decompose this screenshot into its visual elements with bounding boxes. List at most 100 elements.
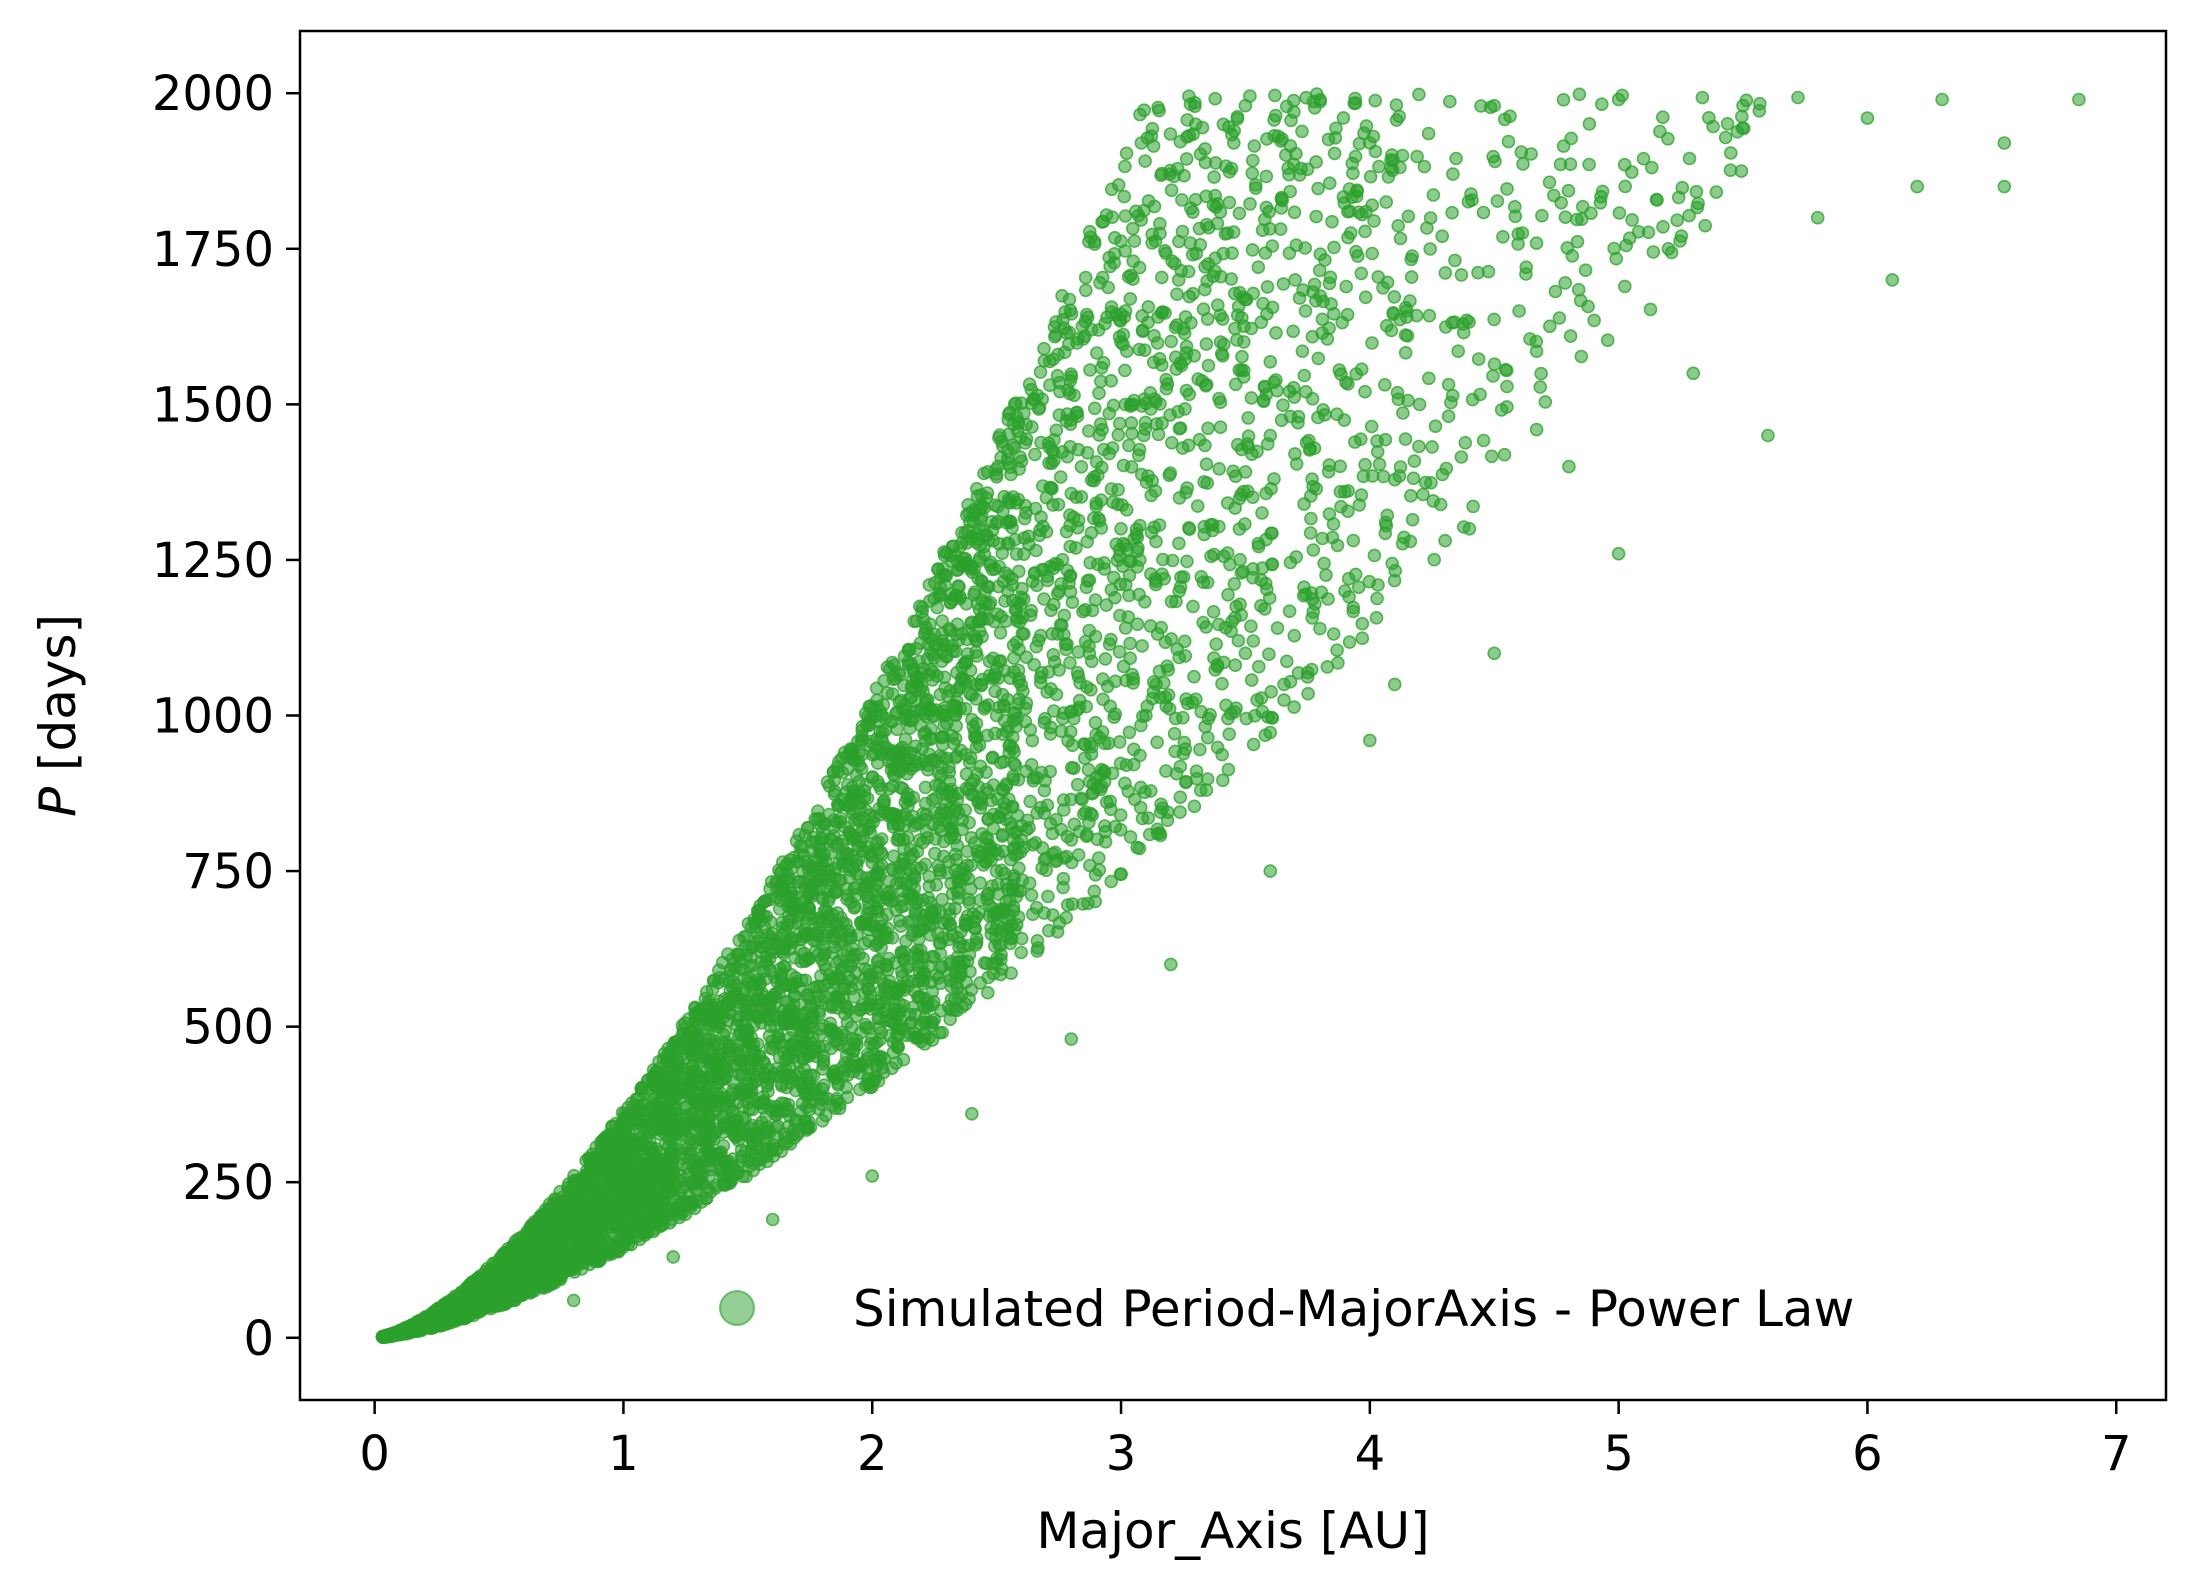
scatter-point	[1002, 908, 1017, 923]
scatter-point	[868, 1070, 883, 1085]
scatter-point	[853, 915, 868, 930]
scatter-point	[752, 1049, 767, 1063]
scatter-point	[866, 869, 881, 883]
scatter-point	[667, 1075, 682, 1090]
scatter-point	[865, 1032, 879, 1047]
scatter-point	[827, 787, 842, 802]
scatter-point	[962, 674, 977, 689]
scatter-point	[566, 1293, 581, 1308]
scatter-point	[999, 877, 1014, 891]
scatter-point	[869, 681, 884, 696]
scatter-point	[820, 884, 835, 898]
scatter-point	[856, 951, 870, 966]
scatter-point	[653, 1158, 668, 1172]
scatter-point	[598, 1149, 612, 1164]
scatter-point	[994, 863, 1009, 878]
scatter-point	[995, 827, 1010, 842]
scatter-point	[613, 1198, 628, 1213]
scatter-point	[705, 1152, 720, 1167]
scatter-point	[873, 704, 888, 719]
scatter-point	[739, 1169, 754, 1184]
scatter-point	[884, 714, 899, 729]
scatter-point	[801, 888, 816, 902]
scatter-point	[1860, 111, 1875, 125]
scatter-point	[977, 701, 992, 716]
scatter-point	[905, 892, 919, 906]
scatter-point	[597, 1211, 612, 1226]
scatter-point	[1288, 273, 1302, 287]
scatter-point	[802, 901, 817, 916]
scatter-point	[780, 1135, 795, 1150]
scatter-point	[563, 1194, 578, 1209]
scatter-point	[918, 857, 933, 872]
scatter-point	[986, 966, 1001, 981]
scatter-point	[486, 1256, 500, 1271]
scatter-point	[801, 1121, 816, 1135]
scatter-point	[465, 1293, 479, 1308]
scatter-point	[892, 695, 907, 709]
scatter-point	[652, 1100, 667, 1114]
scatter-point	[924, 753, 938, 768]
scatter-point	[809, 1049, 824, 1064]
scatter-point	[943, 623, 958, 638]
scatter-point	[895, 858, 910, 872]
scatter-point	[699, 1191, 714, 1206]
scatter-point	[547, 1192, 562, 1206]
scatter-point	[868, 889, 883, 904]
scatter-point	[1263, 864, 1278, 878]
scatter-point	[576, 1218, 591, 1233]
scatter-point	[691, 1172, 706, 1186]
scatter-point	[972, 551, 987, 565]
scatter-point	[832, 872, 846, 887]
scatter-point	[2072, 92, 2086, 107]
scatter-point	[553, 1258, 568, 1272]
scatter-point	[933, 687, 948, 702]
scatter-point	[796, 930, 811, 944]
scatter-point	[932, 586, 946, 601]
scatter-point	[865, 1169, 880, 1183]
scatter-point	[778, 959, 792, 974]
scatter-point	[759, 950, 774, 965]
scatter-point	[644, 1140, 658, 1155]
scatter-point	[935, 959, 949, 974]
scatter-point	[775, 877, 789, 891]
scatter-point	[572, 1244, 587, 1258]
scatter-point	[814, 1097, 829, 1111]
scatter-point	[800, 820, 815, 835]
scatter-point	[808, 835, 823, 850]
scatter-point	[424, 1319, 439, 1334]
scatter-point	[874, 782, 888, 796]
scatter-point	[945, 729, 959, 743]
scatter-point	[903, 1015, 918, 1030]
scatter-point	[756, 1096, 770, 1110]
scatter-point	[908, 704, 923, 718]
scatter-point	[980, 892, 995, 906]
scatter-point	[1008, 758, 1023, 773]
scatter-point	[858, 706, 873, 721]
scatter-point	[1005, 741, 1020, 756]
scatter-point	[504, 1269, 519, 1283]
scatter-point	[1003, 816, 1018, 831]
scatter-point	[513, 1289, 528, 1303]
scatter-point	[993, 625, 1008, 640]
scatter-point	[847, 1064, 861, 1079]
scatter-point	[892, 832, 906, 847]
scatter-point	[972, 738, 987, 752]
scatter-point	[948, 963, 963, 977]
scatter-point	[931, 562, 945, 576]
scatter-point	[908, 907, 923, 921]
scatter-point	[959, 508, 974, 523]
scatter-point	[441, 1301, 456, 1316]
scatter-point	[935, 760, 949, 775]
scatter-point	[817, 817, 831, 832]
scatter-point	[930, 669, 945, 683]
scatter-point	[991, 810, 1006, 825]
scatter-point	[732, 933, 747, 948]
scatter-point	[923, 909, 938, 924]
scatter-point	[949, 852, 964, 867]
scatter-point	[863, 734, 878, 749]
scatter-point	[1002, 893, 1017, 908]
scatter-point	[979, 782, 994, 797]
scatter-point	[893, 780, 908, 795]
scatter-point	[623, 1147, 638, 1162]
